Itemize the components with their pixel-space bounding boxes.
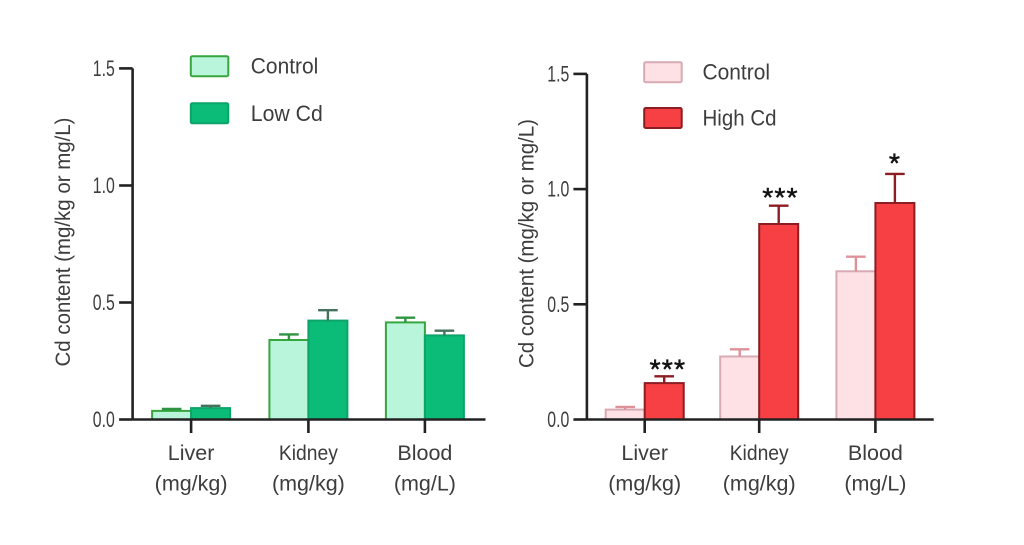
svg-text:(mg/kg): (mg/kg): [723, 471, 796, 495]
svg-text:Kidney: Kidney: [279, 441, 338, 465]
svg-text:Liver: Liver: [621, 441, 668, 465]
svg-text:Control: Control: [251, 54, 318, 79]
svg-text:(mg/kg): (mg/kg): [272, 471, 345, 495]
svg-text:Low Cd: Low Cd: [251, 101, 323, 126]
svg-text:Blood: Blood: [848, 441, 903, 465]
svg-text:1.5: 1.5: [547, 61, 569, 86]
svg-text:Kidney: Kidney: [730, 441, 789, 465]
svg-text:(mg/L): (mg/L): [394, 471, 456, 495]
svg-text:1.0: 1.0: [93, 173, 115, 198]
svg-text:1.5: 1.5: [93, 56, 115, 81]
svg-text:(mg/kg): (mg/kg): [155, 471, 228, 495]
svg-text:(mg/L): (mg/L): [844, 471, 906, 495]
svg-text:0.5: 0.5: [93, 290, 115, 315]
svg-text:High Cd: High Cd: [703, 106, 777, 131]
svg-text:0.5: 0.5: [547, 292, 569, 317]
svg-text:Cd content (mg/kg or mg/L): Cd content (mg/kg or mg/L): [516, 119, 539, 368]
svg-text:1.0: 1.0: [547, 177, 569, 202]
svg-text:Cd content (mg/kg or mg/L): Cd content (mg/kg or mg/L): [52, 118, 75, 367]
svg-text:0.0: 0.0: [547, 407, 569, 432]
svg-text:(mg/kg): (mg/kg): [608, 471, 681, 495]
svg-text:Liver: Liver: [168, 441, 215, 465]
svg-text:0.0: 0.0: [93, 407, 115, 432]
svg-text:Control: Control: [703, 60, 771, 85]
svg-text:Blood: Blood: [397, 441, 452, 465]
